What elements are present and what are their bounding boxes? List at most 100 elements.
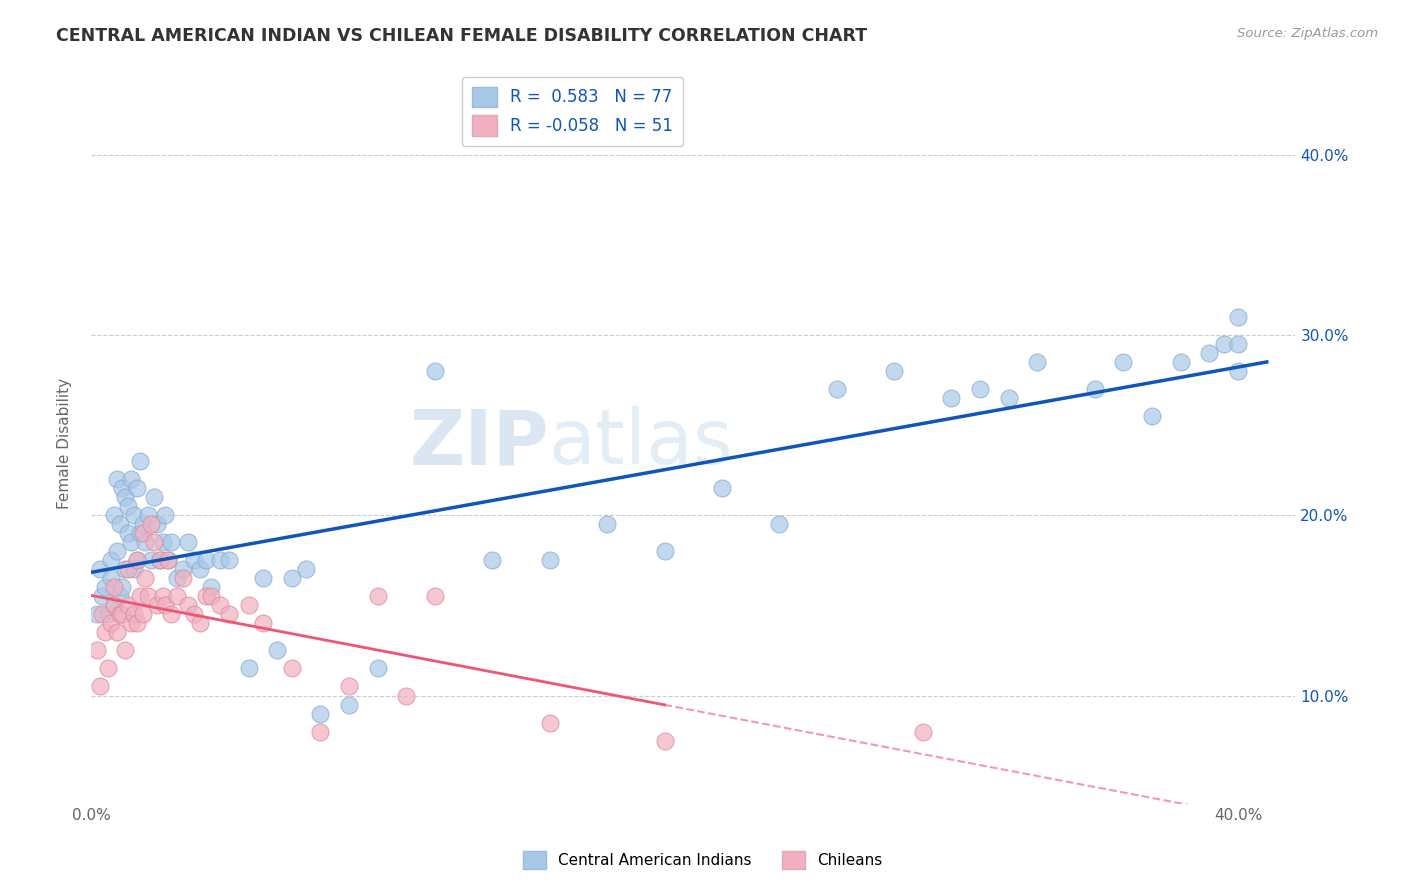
Point: [152, 590, 174, 604]
Point: [423, 364, 446, 378]
Point: [911, 724, 934, 739]
Point: [117, 562, 139, 576]
Point: [200, 581, 222, 595]
Point: [538, 553, 561, 567]
Point: [111, 481, 134, 495]
Point: [183, 553, 205, 567]
Point: [128, 526, 150, 541]
Point: [157, 553, 180, 567]
Point: [238, 599, 260, 613]
Point: [1084, 382, 1107, 396]
Point: [194, 590, 217, 604]
Point: [367, 661, 389, 675]
Point: [160, 535, 183, 549]
Text: atlas: atlas: [548, 406, 734, 480]
Point: [141, 553, 163, 567]
Point: [152, 535, 174, 549]
Point: [134, 535, 156, 549]
Point: [94, 581, 117, 595]
Point: [128, 454, 150, 468]
Point: [367, 590, 389, 604]
Point: [183, 607, 205, 622]
Point: [131, 517, 153, 532]
Point: [103, 508, 125, 523]
Point: [295, 562, 318, 576]
Point: [208, 553, 231, 567]
Point: [710, 481, 733, 495]
Point: [200, 590, 222, 604]
Point: [114, 562, 136, 576]
Point: [538, 715, 561, 730]
Point: [654, 544, 676, 558]
Point: [309, 724, 332, 739]
Point: [1227, 364, 1250, 378]
Point: [166, 590, 188, 604]
Point: [89, 562, 111, 576]
Point: [100, 553, 122, 567]
Point: [131, 607, 153, 622]
Point: [969, 382, 991, 396]
Point: [208, 599, 231, 613]
Point: [280, 661, 302, 675]
Point: [1026, 355, 1049, 369]
Point: [114, 643, 136, 657]
Point: [395, 689, 418, 703]
Legend: R =  0.583   N = 77, R = -0.058   N = 51: R = 0.583 N = 77, R = -0.058 N = 51: [463, 77, 683, 145]
Point: [120, 616, 142, 631]
Point: [825, 382, 848, 396]
Point: [166, 571, 188, 585]
Point: [194, 553, 217, 567]
Point: [149, 553, 172, 567]
Legend: Central American Indians, Chileans: Central American Indians, Chileans: [517, 845, 889, 875]
Point: [125, 553, 148, 567]
Point: [146, 599, 169, 613]
Point: [172, 571, 194, 585]
Point: [103, 581, 125, 595]
Point: [238, 661, 260, 675]
Point: [280, 571, 302, 585]
Point: [97, 607, 120, 622]
Point: [218, 553, 240, 567]
Point: [122, 508, 145, 523]
Point: [122, 562, 145, 576]
Point: [155, 599, 177, 613]
Point: [188, 616, 211, 631]
Point: [91, 590, 114, 604]
Point: [768, 517, 790, 532]
Point: [125, 616, 148, 631]
Text: CENTRAL AMERICAN INDIAN VS CHILEAN FEMALE DISABILITY CORRELATION CHART: CENTRAL AMERICAN INDIAN VS CHILEAN FEMAL…: [56, 27, 868, 45]
Point: [1170, 355, 1192, 369]
Point: [177, 535, 200, 549]
Point: [252, 571, 274, 585]
Point: [1227, 337, 1250, 351]
Point: [128, 590, 150, 604]
Point: [136, 590, 159, 604]
Point: [86, 643, 108, 657]
Point: [596, 517, 619, 532]
Point: [120, 535, 142, 549]
Point: [423, 590, 446, 604]
Point: [111, 607, 134, 622]
Point: [111, 581, 134, 595]
Point: [337, 698, 360, 712]
Point: [125, 553, 148, 567]
Point: [125, 481, 148, 495]
Point: [941, 391, 963, 405]
Point: [481, 553, 503, 567]
Point: [1112, 355, 1135, 369]
Point: [141, 517, 163, 532]
Point: [97, 661, 120, 675]
Point: [149, 553, 172, 567]
Point: [89, 680, 111, 694]
Point: [1140, 409, 1163, 424]
Point: [103, 599, 125, 613]
Point: [108, 607, 131, 622]
Point: [117, 500, 139, 514]
Text: Source: ZipAtlas.com: Source: ZipAtlas.com: [1237, 27, 1378, 40]
Text: ZIP: ZIP: [409, 406, 548, 480]
Y-axis label: Female Disability: Female Disability: [58, 377, 72, 508]
Point: [86, 607, 108, 622]
Point: [188, 562, 211, 576]
Point: [172, 562, 194, 576]
Point: [143, 490, 166, 504]
